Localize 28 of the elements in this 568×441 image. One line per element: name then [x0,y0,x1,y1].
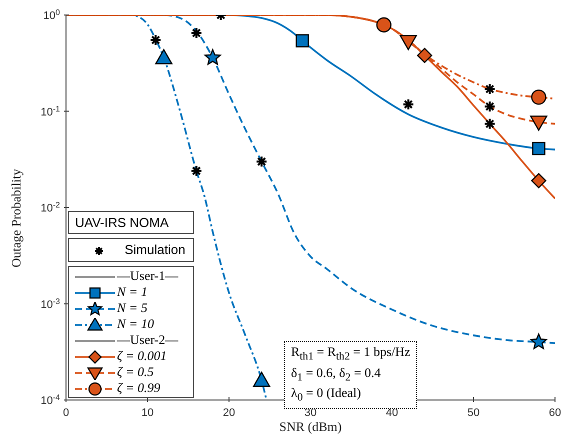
y-tick-label: 10$^{0}$ [43,8,61,22]
y-tick-label: 10$^{-2}$ [40,200,61,214]
x-tick-label: 60 [548,407,562,419]
x-axis-title: SNR (dBm) [279,419,342,434]
y-tick-label: 10$^{-1}$ [40,104,61,118]
title-box: UAV-IRS NOMA [68,211,194,234]
y-tick-label: 10$^{-3}$ [40,296,61,311]
x-tick-label: 10 [141,407,154,419]
legend-label: ζ = 0.5 [117,364,154,379]
annotation: R$_{th1}$ = R$_{th2}$ = 1 bps/Hz [291,344,410,363]
y-axis-title: Outage Probability [8,168,24,268]
annotation: UAV-IRS NOMA [75,215,169,230]
annotation: —User-2— [117,332,178,347]
y-tick-label: 10$^{-4}$ [40,392,61,407]
legend-label: Simulation [124,242,186,258]
annotation: λ$_{0}$ = 0 (Ideal) [291,385,361,404]
annotation: —User-1— [117,268,178,283]
legend-label: ζ = 0.99 [117,380,160,395]
legend-label: N = 5 [117,300,148,315]
x-tick-label: 50 [467,407,480,419]
legend-label: ζ = 0.001 [117,348,167,363]
legend-label: N = 10 [117,316,154,331]
x-tick-label: 0 [62,407,70,419]
annotation: δ$_{1}$ = 0.6, δ$_{2}$ = 0.4 [291,364,381,384]
legend-box: Simulation [68,238,194,262]
note-box: R$_{th1}$ = R$_{th2}$ = 1 bps/Hz δ$_{1}$ = 0.6, δ$_{2}$ = 0.4 λ$_{0}$ = 0 (Ideal) [284,341,418,409]
x-tick-label: 20 [222,407,236,419]
legend-label: N = 1 [117,284,148,299]
